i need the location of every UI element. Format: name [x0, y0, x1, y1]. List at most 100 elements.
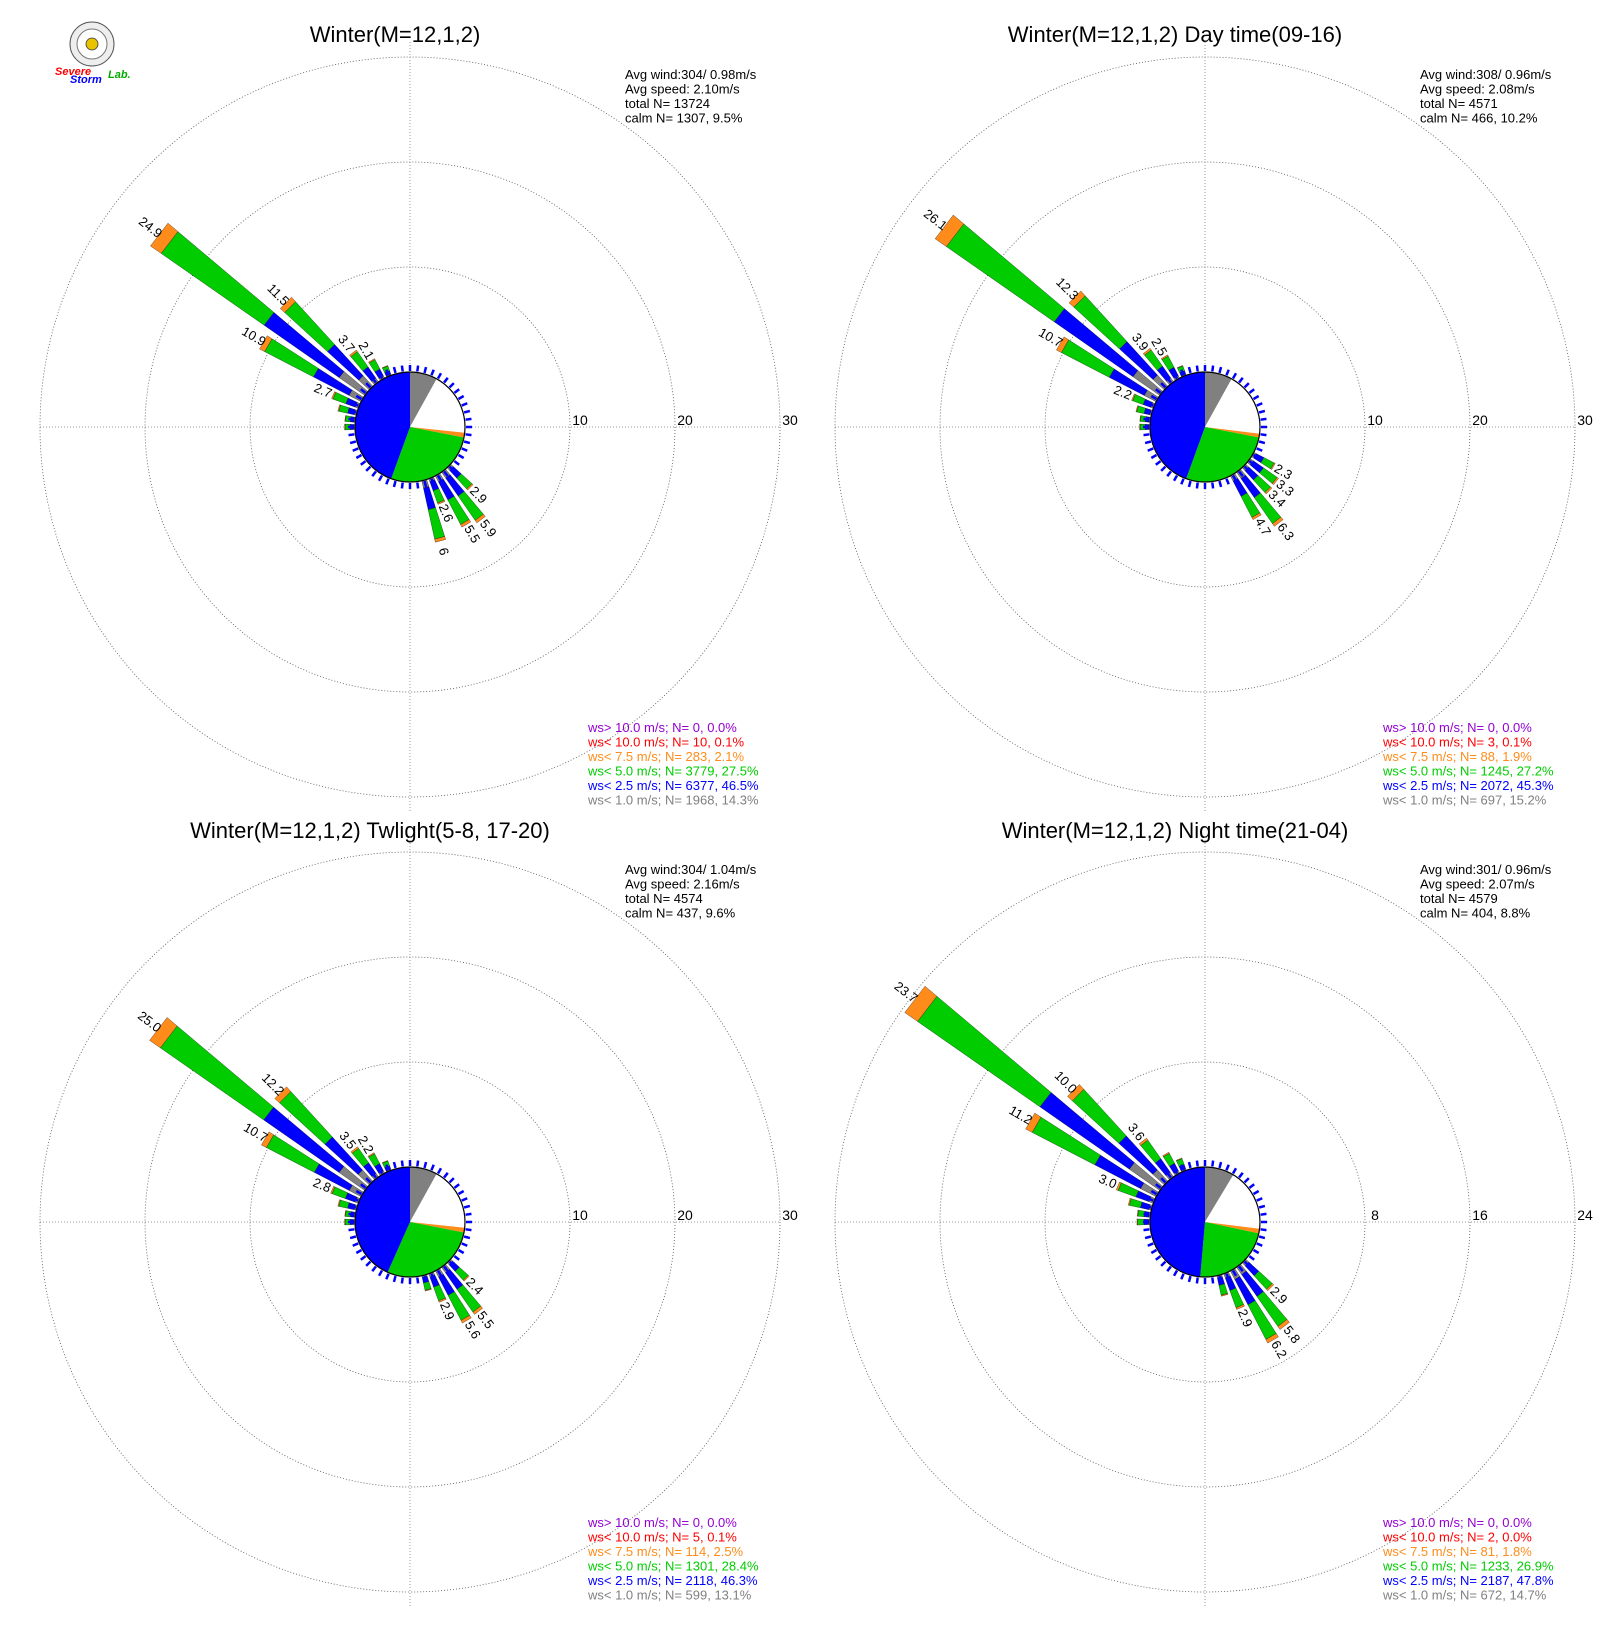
panel-title: Winter(M=12,1,2) Twlight(5-8, 17-20): [190, 818, 550, 843]
direction-tick: [416, 482, 420, 489]
bar-segment-lt7_5: [1272, 516, 1284, 527]
legend-entry: ws> 10.0 m/s; N= 0, 0.0%: [1382, 1515, 1532, 1530]
stat-line: total N= 4579: [1420, 891, 1498, 906]
windrose-panel-2: Winter(M=12,1,2) Day time(09-16)10 20 302.…: [834, 22, 1593, 812]
bar-segment-lt5: [1137, 1218, 1145, 1226]
ring-30: [39, 56, 781, 798]
direction-tick: [365, 1177, 372, 1184]
ring-8: [1044, 1061, 1366, 1383]
direction-tick: [400, 365, 404, 372]
stat-line: total N= 13724: [625, 96, 710, 111]
direction-bar-300: 10.7: [1036, 325, 1159, 402]
direction-tick: [1144, 1235, 1152, 1240]
bar-segment-lt7_5: [331, 391, 336, 400]
direction-tick: [355, 453, 363, 460]
direction-tick: [1231, 1167, 1238, 1175]
direction-tick: [1195, 365, 1199, 372]
direction-tick: [1256, 402, 1263, 407]
direction-tick: [385, 1164, 390, 1171]
logo-text-storm: Storm: [70, 74, 102, 86]
direction-tick: [457, 394, 465, 401]
bar-label: 2.8: [311, 1175, 333, 1196]
direction-tick: [1180, 478, 1185, 485]
direction-tick: [453, 388, 460, 394]
legend-entry: ws< 1.0 m/s; N= 672, 14.7%: [1382, 1588, 1547, 1603]
direction-tick: [1147, 447, 1154, 452]
direction-tick: [1231, 1269, 1238, 1277]
ring-label: 10: [572, 412, 588, 428]
direction-tick: [1187, 366, 1192, 374]
direction-tick: [360, 388, 367, 394]
bar-label: 3.0: [1097, 1171, 1119, 1192]
legend-entry: ws< 10.0 m/s; N= 2, 0.0%: [1382, 1530, 1532, 1545]
direction-bar-307.5: 24.9: [136, 214, 369, 396]
bar-segment-lt7_5: [1162, 1151, 1170, 1157]
direction-tick: [360, 1183, 367, 1189]
direction-tick: [352, 1242, 359, 1247]
direction-tick: [1225, 369, 1230, 376]
bar-segment-lt7_5: [1135, 405, 1139, 413]
stat-line: Avg wind:308/ 0.96m/s: [1420, 67, 1552, 82]
direction-tick: [436, 1269, 443, 1277]
stat-line: calm N= 466, 10.2%: [1420, 111, 1538, 126]
direction-tick: [1172, 474, 1179, 482]
windrose-panel-4: Winter(M=12,1,2) Night time(21-04) 8 16 24 2…: [834, 818, 1593, 1607]
bar-segment-lt7_5: [1264, 486, 1273, 495]
direction-tick: [355, 394, 363, 401]
bar-segment-lt5: [1218, 1283, 1228, 1296]
bar-segment-lt7_5: [1220, 1293, 1229, 1297]
bar-segment-lt7_5: [437, 500, 446, 505]
bar-segment-lt7_5: [474, 513, 486, 524]
direction-tick: [385, 478, 390, 485]
direction-tick: [377, 1167, 384, 1175]
pie-slice-lt7_5: [410, 1222, 465, 1233]
direction-tick: [400, 1277, 404, 1284]
direction-tick: [1180, 369, 1185, 376]
bar-segment-lt7_5: [1175, 1157, 1183, 1162]
pie-slice-none: [410, 1173, 466, 1228]
bar-segment-lt7_5: [344, 423, 346, 431]
ring-label: 16: [1472, 1207, 1488, 1223]
legend-entry: ws> 10.0 m/s; N= 0, 0.0%: [587, 720, 737, 735]
stat-line: calm N= 1307, 9.5%: [625, 111, 743, 126]
direction-tick: [1238, 1172, 1244, 1179]
direction-tick: [1187, 480, 1192, 488]
direction-tick: [1166, 377, 1172, 384]
direction-tick: [457, 453, 465, 460]
direction-tick: [1155, 1183, 1162, 1189]
direction-tick: [371, 1172, 377, 1179]
ring-label: 8: [1371, 1207, 1379, 1223]
direction-tick: [1187, 1161, 1192, 1169]
bar-segment-lt7_5: [259, 335, 273, 352]
direction-tick: [1160, 1260, 1167, 1267]
direction-tick: [1225, 1273, 1230, 1280]
pie-slice-none: [410, 378, 466, 433]
direction-tick: [349, 1204, 357, 1209]
direction-tick: [443, 1265, 449, 1272]
direction-tick: [352, 1197, 359, 1202]
legend-entry: ws< 2.5 m/s; N= 6377, 46.5%: [587, 778, 759, 793]
legend-entry: ws< 1.0 m/s; N= 1968, 14.3%: [587, 793, 759, 808]
direction-tick: [371, 470, 377, 477]
pie-slice-lt2_5: [1149, 372, 1205, 479]
bar-segment-lt7_5: [1136, 1209, 1139, 1217]
direction-tick: [463, 1204, 471, 1209]
direction-tick: [1150, 1189, 1158, 1196]
direction-tick: [423, 480, 428, 488]
bar-segment-lt7_5: [367, 1152, 375, 1158]
direction-tick: [1187, 1275, 1192, 1283]
direction-tick: [463, 440, 471, 445]
direction-bar-150: 5.5: [435, 473, 483, 545]
direction-tick: [355, 1248, 363, 1255]
bar-label: 2.7: [312, 380, 334, 401]
ring-20: [144, 161, 676, 693]
direction-tick: [1243, 1177, 1250, 1184]
ring-label: 30: [1577, 412, 1593, 428]
bar-segment-lt7_5: [466, 483, 474, 491]
direction-tick: [1238, 470, 1244, 477]
legend-entry: ws< 1.0 m/s; N= 697, 15.2%: [1382, 793, 1547, 808]
bar-segment-lt7_5: [1235, 1304, 1245, 1310]
ring-label: 30: [782, 412, 798, 428]
pie-slice-lt7_5: [1205, 1222, 1260, 1234]
